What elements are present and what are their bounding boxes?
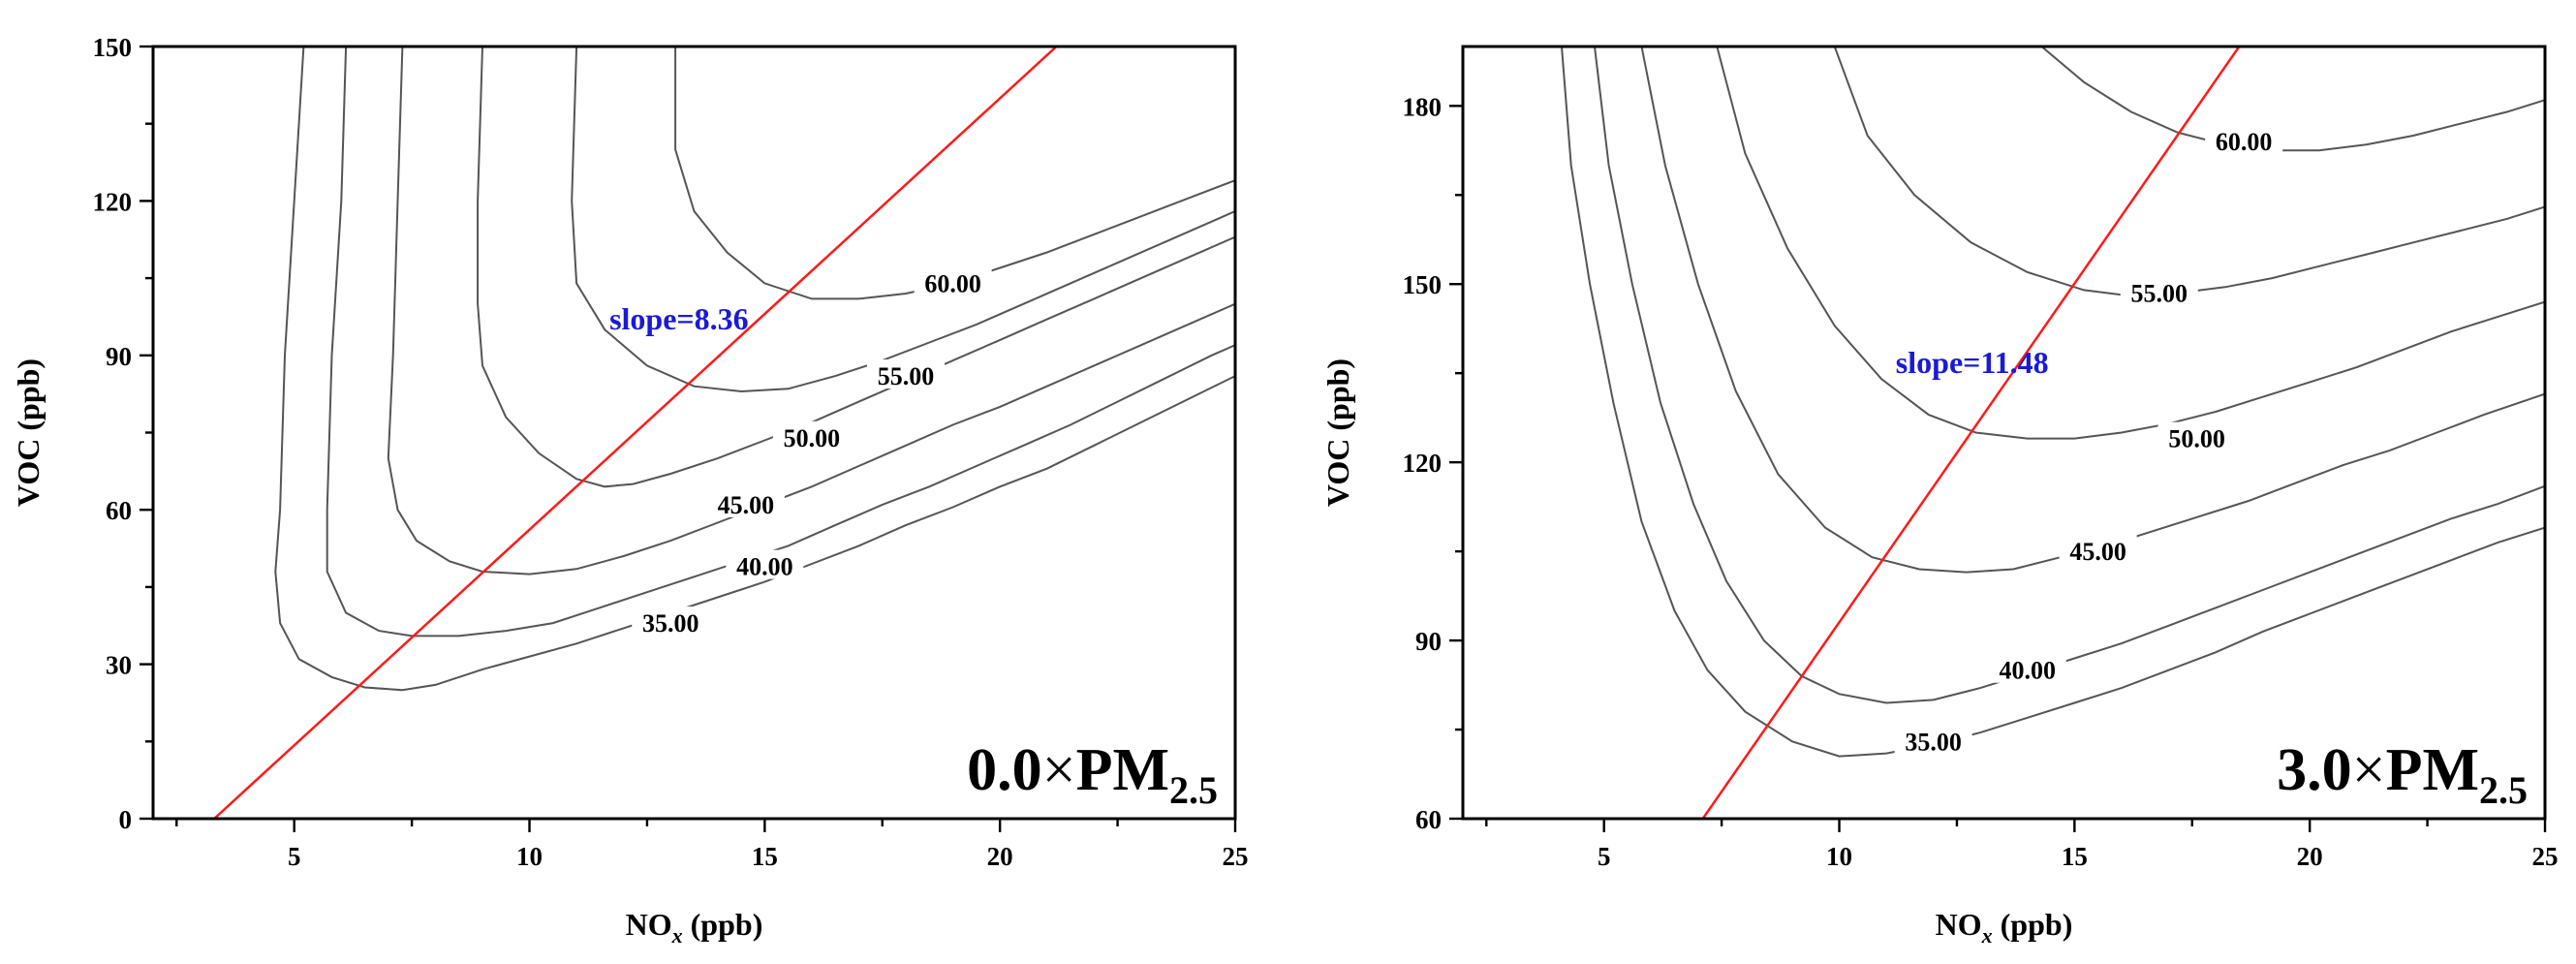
contour-panel-pm-3: 35.00 40.00 45.00 50.00 55.00 60.00 5 10 15 20 25 6… (1320, 45, 2559, 948)
x-tick-label: 20 (987, 842, 1013, 871)
panel-tag: 3.0×PM2.5 (2277, 737, 2528, 812)
contour-label-bg (867, 359, 946, 389)
contour-label-bg (2157, 421, 2236, 451)
x-tick-label: 15 (752, 842, 778, 871)
reference-line (213, 47, 1058, 819)
contour-line-2 (1640, 47, 2545, 574)
contour-label-4: 55.00 (878, 362, 935, 390)
x-axis-label: NOx (ppb) (626, 907, 763, 948)
contour-panel-pm-0: 35.00 40.00 45.00 50.00 55.00 60.00 5 10 15 20 25 0… (11, 33, 1249, 948)
plot-frame (1461, 45, 2547, 821)
contour-label-bg (1894, 725, 1972, 755)
contour-label-bg (726, 549, 804, 579)
y-axis-label: VOC (ppb) (1320, 358, 1355, 507)
y-tick-label: 120 (93, 187, 133, 216)
contour-line-1 (1594, 47, 2545, 704)
contour-line-4 (1833, 47, 2545, 297)
contour-label-2: 45.00 (2069, 538, 2126, 566)
contour-line-2 (387, 47, 1235, 575)
contour-line-0 (1561, 47, 2545, 758)
contour-label-bg (772, 420, 851, 451)
y-tick-label: 120 (1403, 449, 1443, 478)
x-tick-label: 25 (2532, 842, 2559, 871)
contour-label-3: 50.00 (784, 424, 841, 452)
x-axis-label: NOx (ppb) (1936, 907, 2073, 948)
contour-line-1 (326, 47, 1235, 637)
slope-annotation: slope=8.36 (609, 301, 749, 336)
contour-label-4: 55.00 (2131, 279, 2188, 307)
x-tick-label: 25 (1223, 842, 1249, 871)
x-tick-label: 20 (2297, 842, 2323, 871)
x-tick-label: 10 (516, 842, 543, 871)
contour-label-2: 45.00 (718, 491, 775, 519)
contour-label-1: 40.00 (736, 553, 793, 581)
y-tick-label: 150 (1403, 270, 1443, 299)
contour-label-0: 35.00 (642, 609, 699, 637)
x-tick-label: 15 (2062, 842, 2088, 871)
x-tick-label: 5 (288, 842, 301, 871)
contour-label-3: 50.00 (2168, 425, 2225, 453)
contour-line-5 (674, 47, 1235, 300)
contour-line-5 (2040, 47, 2545, 152)
contour-line-3 (477, 47, 1235, 488)
y-tick-label: 60 (106, 496, 132, 525)
contour-line-0 (274, 47, 1235, 692)
contour-label-5: 60.00 (2216, 128, 2273, 156)
slope-annotation: slope=11.48 (1896, 345, 2049, 380)
contour-label-bg (2120, 276, 2198, 306)
contour-label-bg (632, 606, 710, 637)
reference-line (1701, 47, 2241, 819)
x-tick-label: 5 (1598, 842, 1611, 871)
contour-label-5: 60.00 (924, 269, 981, 297)
x-tick-label: 10 (1826, 842, 1852, 871)
contour-label-bg (1988, 653, 2066, 683)
y-tick-label: 150 (93, 33, 133, 62)
y-tick-label: 0 (119, 805, 133, 834)
contour-label-0: 35.00 (1905, 728, 1962, 756)
y-tick-label: 180 (1403, 92, 1443, 121)
contour-label-bg (914, 266, 992, 296)
y-tick-label: 90 (106, 342, 132, 371)
y-tick-label: 60 (1415, 805, 1442, 834)
contour-line-3 (1716, 47, 2545, 440)
contour-label-bg (2205, 125, 2283, 155)
contour-label-1: 40.00 (2000, 657, 2057, 685)
y-axis-label: VOC (ppb) (11, 358, 46, 507)
contour-label-bg (706, 487, 785, 517)
plot-frame (151, 45, 1237, 821)
y-tick-label: 30 (106, 651, 132, 680)
y-tick-label: 90 (1415, 627, 1442, 656)
panel-tag: 0.0×PM2.5 (967, 737, 1218, 812)
contour-label-bg (2059, 535, 2137, 565)
